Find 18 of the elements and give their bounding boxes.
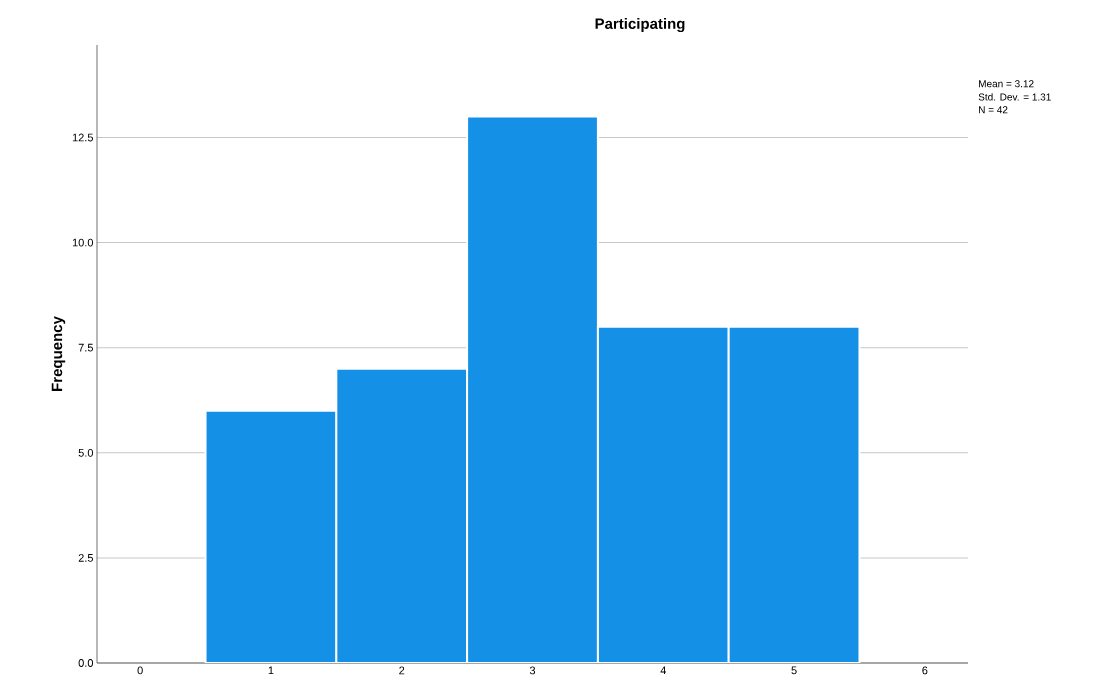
- y-axis-title: Frequency: [51, 316, 66, 391]
- text: Std. Dev. = 1.31: [978, 93, 1051, 101]
- x-tick-label: 5: [791, 666, 797, 675]
- y-tick-label: 2.5: [78, 554, 93, 562]
- text: N = 42: [979, 106, 1008, 114]
- chart-title: Participating: [595, 17, 685, 33]
- x-tick-label: 0: [137, 666, 143, 675]
- y-tick-label: 0.0: [78, 659, 94, 667]
- x-tick-label: 1: [268, 666, 274, 675]
- text: Mean = 3.12: [979, 80, 1034, 88]
- y-tick-label: 7.5: [78, 343, 93, 352]
- x-tick-label: 6: [922, 666, 928, 675]
- y-tick-label: 5.0: [78, 448, 94, 457]
- y-tick-label: 12.5: [72, 133, 93, 142]
- x-tick-label: 2: [399, 666, 405, 675]
- x-tick-label: 4: [660, 666, 667, 675]
- y-tick-label: 10.0: [72, 238, 94, 247]
- x-tick-label: 3: [529, 666, 536, 675]
